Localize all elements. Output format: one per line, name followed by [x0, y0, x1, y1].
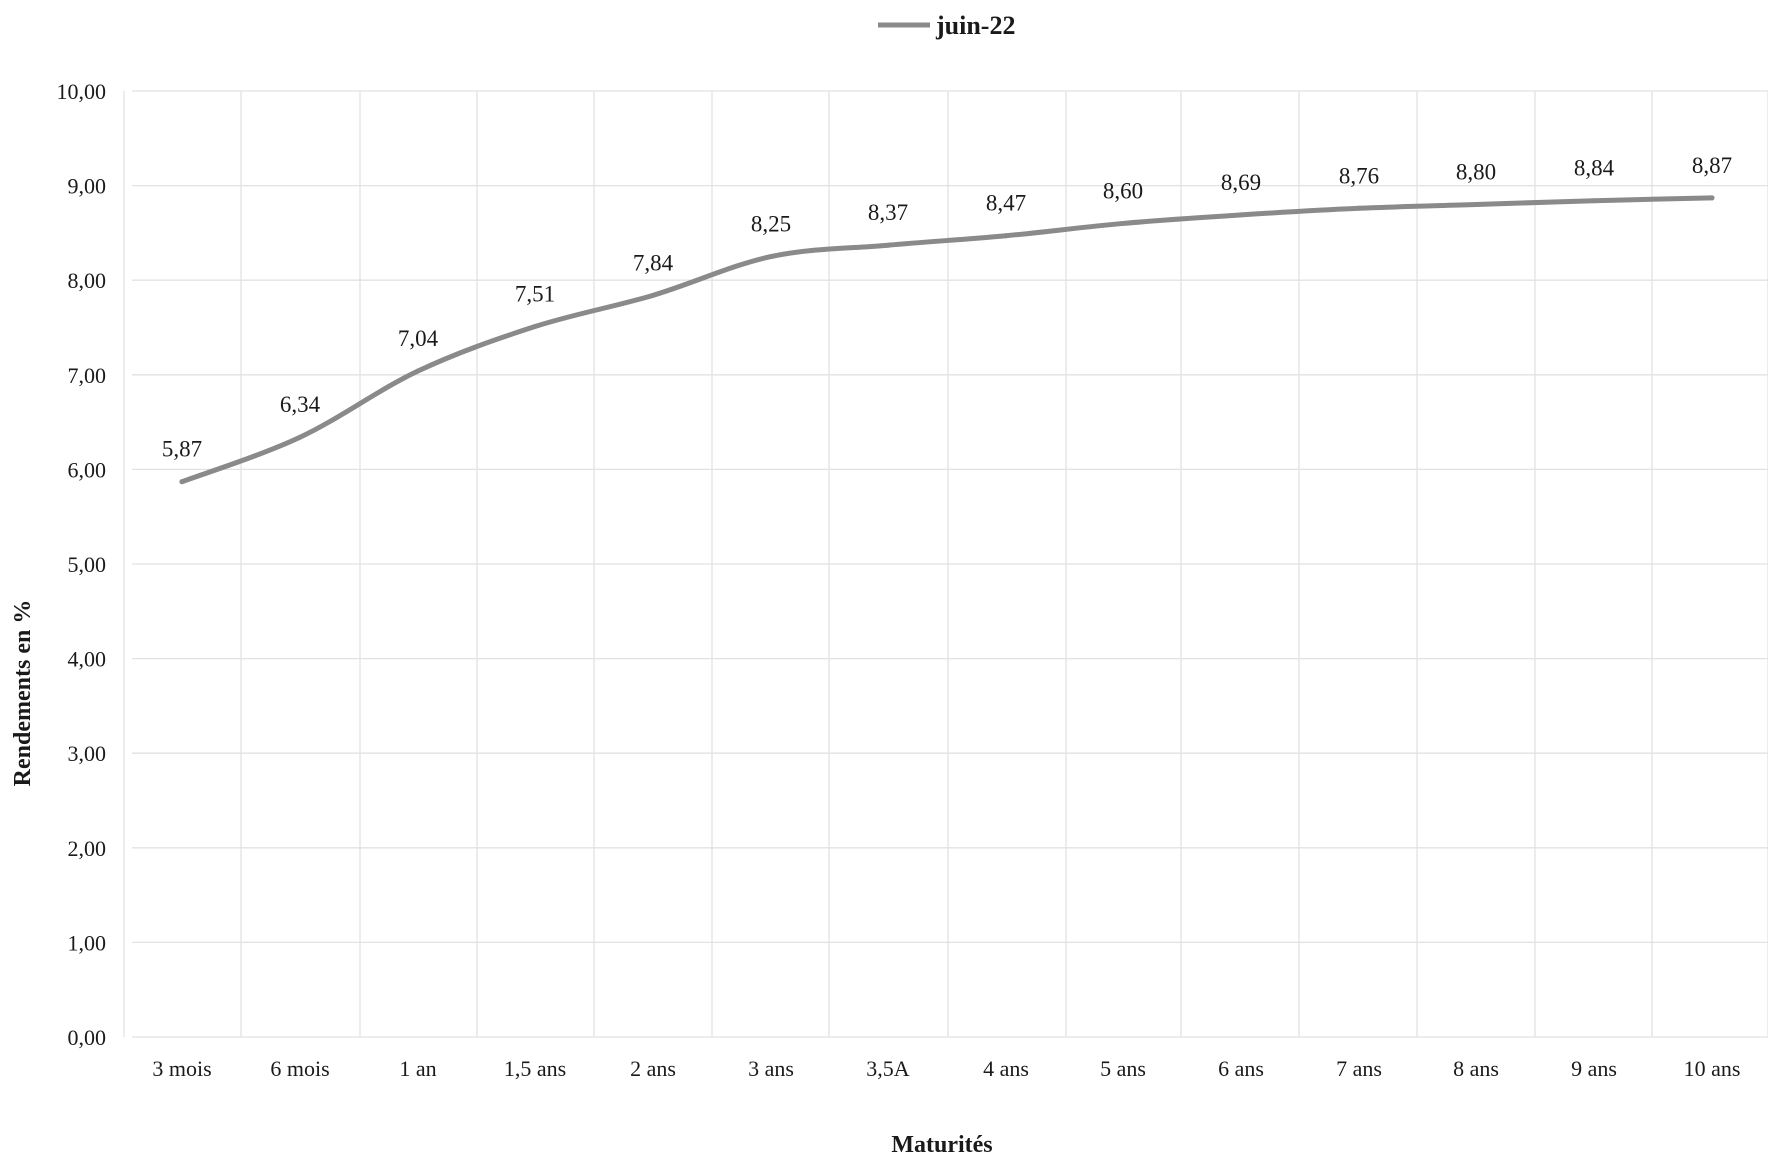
x-tick-label: 6 mois	[270, 1056, 329, 1081]
y-tick-label: 5,00	[68, 552, 107, 577]
data-label: 8,60	[1103, 178, 1143, 203]
x-tick-label: 5 ans	[1100, 1056, 1146, 1081]
y-tick-label: 4,00	[68, 647, 107, 672]
series-group	[179, 195, 1715, 485]
x-tick-label: 9 ans	[1571, 1056, 1617, 1081]
y-tick-label: 6,00	[68, 457, 107, 482]
y-tick-label: 9,00	[68, 174, 107, 199]
x-axis-ticks: 3 mois 6 mois 1 an 1,5 ans 2 ans 3 ans 3,5A 4 a…	[152, 1056, 1740, 1081]
x-tick-label: 4 ans	[983, 1056, 1029, 1081]
x-tick-label: 1 an	[399, 1056, 436, 1081]
y-tick-label: 10,00	[57, 79, 107, 104]
data-point	[768, 254, 774, 260]
data-label: 8,87	[1692, 153, 1732, 178]
data-label: 8,76	[1339, 163, 1379, 188]
y-axis-ticks: 0,00 1,00 2,00 3,00 4,00 5,00 6,00 7,00 8,00 9,00…	[57, 79, 107, 1050]
data-label: 8,80	[1456, 160, 1496, 185]
x-tick-label: 3 ans	[748, 1056, 794, 1081]
y-tick-label: 3,00	[68, 741, 107, 766]
data-label: 8,25	[751, 212, 791, 237]
data-labels: 5,87 6,34 7,04 7,51 7,84 8,25 8,37 8,47 8,60 8,69…	[162, 153, 1732, 462]
x-tick-label: 1,5 ans	[504, 1056, 566, 1081]
data-point	[532, 324, 538, 330]
data-label: 8,47	[986, 191, 1026, 216]
data-point	[179, 479, 185, 485]
data-label: 6,34	[280, 392, 321, 417]
data-point	[1473, 202, 1479, 208]
data-point	[650, 292, 656, 298]
data-label: 7,04	[398, 326, 439, 351]
grid	[123, 90, 1768, 1038]
data-point	[1238, 212, 1244, 218]
data-point	[297, 434, 303, 440]
x-tick-label: 3,5A	[866, 1056, 910, 1081]
x-tick-label: 10 ans	[1684, 1056, 1741, 1081]
x-tick-label: 8 ans	[1453, 1056, 1499, 1081]
data-point	[415, 368, 421, 374]
data-point	[885, 242, 891, 248]
data-point	[1003, 233, 1009, 239]
x-tick-label: 7 ans	[1336, 1056, 1382, 1081]
data-point	[1709, 195, 1715, 201]
data-point	[1120, 220, 1126, 226]
data-label: 7,51	[515, 282, 555, 307]
data-label: 5,87	[162, 437, 202, 462]
data-label: 7,84	[633, 250, 674, 275]
y-axis-title: Rendements en %	[10, 600, 36, 787]
data-point	[1591, 198, 1597, 204]
x-axis-title: Maturités	[891, 1132, 992, 1158]
x-tick-label: 2 ans	[630, 1056, 676, 1081]
data-label: 8,37	[868, 200, 908, 225]
y-tick-label: 7,00	[68, 363, 107, 388]
data-label: 8,69	[1221, 170, 1261, 195]
data-point	[1356, 205, 1362, 211]
y-tick-label: 2,00	[68, 836, 107, 861]
y-tick-label: 0,00	[68, 1025, 107, 1050]
x-tick-label: 6 ans	[1218, 1056, 1264, 1081]
legend-label: juin-22	[935, 11, 1015, 40]
x-tick-label: 3 mois	[152, 1056, 211, 1081]
y-tick-label: 1,00	[68, 930, 107, 955]
legend: juin-22	[878, 11, 1015, 40]
y-tick-label: 8,00	[68, 268, 107, 293]
data-label: 8,84	[1574, 156, 1615, 181]
